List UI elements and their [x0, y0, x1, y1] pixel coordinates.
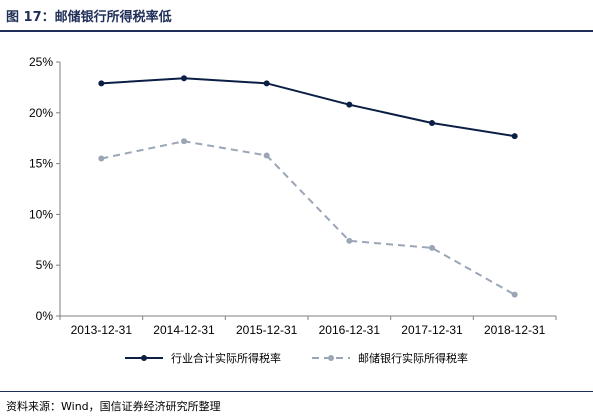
source-note: 资料来源：Wind，国信证券经济研究所整理 — [6, 400, 221, 413]
legend-label-2: 邮储银行实际所得税率 — [358, 351, 468, 365]
x-tick-label: 2015-12-31 — [236, 323, 298, 337]
x-tick-label: 2018-12-31 — [484, 323, 546, 337]
series-2-point — [98, 155, 105, 162]
series-line-2 — [101, 140, 516, 296]
source-rule — [0, 391, 593, 392]
series-1-point — [511, 133, 518, 140]
series-2-point — [346, 237, 353, 244]
legend-label-1: 行业合计实际所得税率 — [171, 351, 281, 365]
x-tick-label: 2017-12-31 — [401, 323, 463, 337]
line-chart: 0% 5% 10% 15% 20% 25% 2013-12-31 2014-12-31 2015… — [29, 55, 557, 365]
x-tick-label: 2013-12-31 — [71, 323, 133, 337]
series-2-point — [511, 291, 518, 298]
y-tick-label: 25% — [29, 55, 53, 69]
series-2-point — [429, 244, 435, 251]
y-tick-label: 0% — [36, 309, 54, 323]
series-1-point — [181, 75, 187, 82]
y-tick-label: 5% — [36, 258, 54, 272]
x-tick-label: 2016-12-31 — [319, 323, 381, 337]
series-line-1 — [101, 77, 515, 138]
y-tick-label: 15% — [29, 157, 53, 171]
series-1-point — [263, 80, 270, 87]
title-rule — [0, 30, 593, 32]
series-1-point — [98, 80, 105, 87]
legend-marker-1 — [141, 355, 147, 361]
y-tick-label: 10% — [29, 207, 53, 221]
series-1-point — [346, 101, 353, 108]
legend-marker-2 — [328, 355, 334, 361]
series-2-point — [263, 152, 270, 159]
series-1-point — [429, 119, 435, 126]
x-tick-label: 2014-12-31 — [153, 323, 215, 337]
y-tick-label: 20% — [29, 106, 53, 120]
chart-title: 图 17：邮储银行所得税率低 — [6, 10, 172, 25]
series-2-point — [181, 138, 187, 145]
